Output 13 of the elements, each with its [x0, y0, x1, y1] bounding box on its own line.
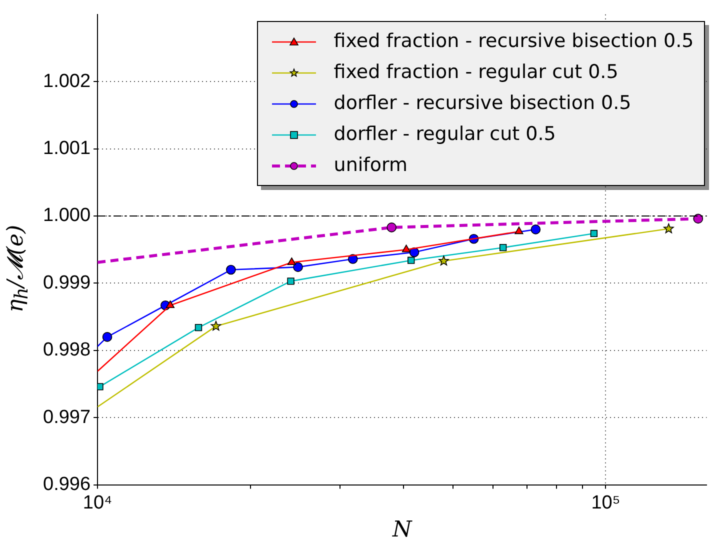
legend-label: dorfler - recursive bisection 0.5 — [334, 91, 632, 116]
legend-label: fixed fraction - regular cut 0.5 — [334, 60, 618, 86]
x-axis-title: N — [392, 518, 412, 543]
y-tick-label: 1.000 — [43, 205, 91, 226]
y-tick-label: 0.998 — [43, 340, 91, 361]
y-tick-label: 1.001 — [43, 138, 91, 160]
y-tick-label: 1.002 — [43, 70, 91, 92]
legend-label: uniform — [334, 153, 408, 178]
y-tick-label: 0.999 — [43, 272, 91, 294]
x-tick-label: 10⁵ — [591, 492, 620, 514]
legend-label: fixed fraction - recursive bisection 0.5 — [334, 29, 694, 54]
legend-label: dorfler - regular cut 0.5 — [334, 122, 556, 148]
y-tick-label: 0.997 — [43, 406, 91, 428]
